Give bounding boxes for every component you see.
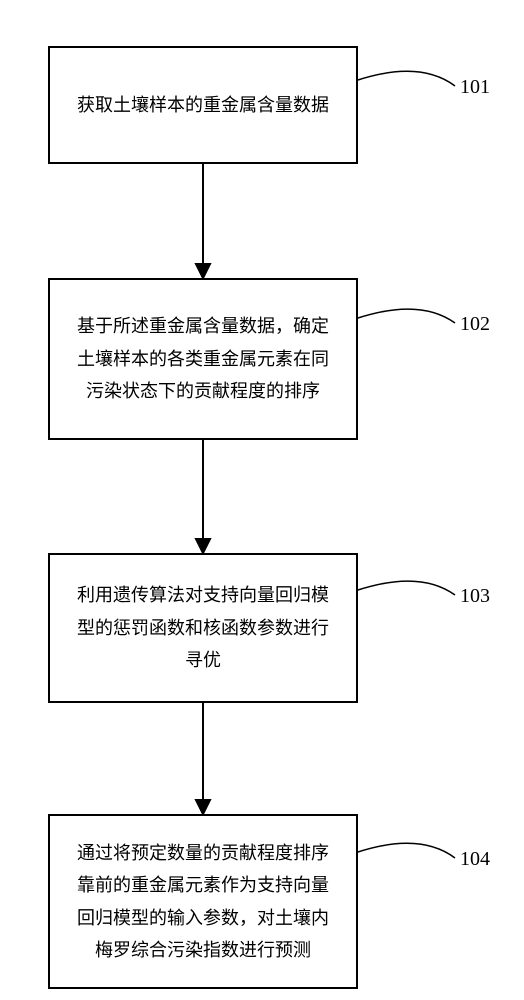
- step-label-2: 102: [460, 313, 490, 336]
- flow-step-4: 通过将预定数量的贡献程度排序靠前的重金属元素作为支持向量回归模型的输入参数，对土…: [48, 814, 358, 989]
- flow-step-1-text: 获取土壤样本的重金属含量数据: [77, 89, 329, 121]
- step-label-4: 104: [460, 848, 490, 871]
- step-label-3: 103: [460, 585, 490, 608]
- flow-step-3: 利用遗传算法对支持向量回归模型的惩罚函数和核函数参数进行寻优: [48, 553, 358, 703]
- flow-step-2: 基于所述重金属含量数据，确定土壤样本的各类重金属元素在同污染状态下的贡献程度的排…: [48, 278, 358, 440]
- flow-step-1: 获取土壤样本的重金属含量数据: [48, 46, 358, 164]
- step-label-1: 101: [460, 76, 490, 99]
- flow-step-3-text: 利用遗传算法对支持向量回归模型的惩罚函数和核函数参数进行寻优: [70, 579, 336, 676]
- flow-step-4-text: 通过将预定数量的贡献程度排序靠前的重金属元素作为支持向量回归模型的输入参数，对土…: [70, 837, 336, 967]
- flowchart-container: 获取土壤样本的重金属含量数据 101 基于所述重金属含量数据，确定土壤样本的各类…: [0, 0, 524, 1000]
- flow-step-2-text: 基于所述重金属含量数据，确定土壤样本的各类重金属元素在同污染状态下的贡献程度的排…: [70, 310, 336, 407]
